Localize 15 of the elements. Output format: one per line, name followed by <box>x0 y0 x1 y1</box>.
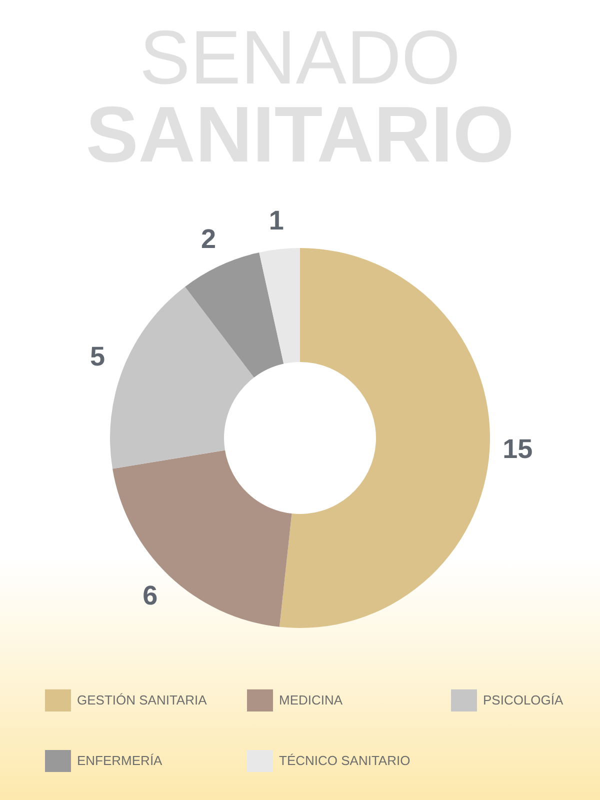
donut-slice <box>259 248 300 364</box>
legend-label: ENFERMERÍA <box>77 753 163 768</box>
data-label: 15 <box>502 434 533 464</box>
legend-label: MEDICINA <box>279 692 343 708</box>
donut-slice <box>112 450 292 627</box>
data-label: 2 <box>200 224 216 254</box>
data-label: 1 <box>268 205 284 236</box>
legend-label: GESTIÓN SANITARIA <box>77 692 208 708</box>
donut-slice <box>185 252 284 378</box>
data-label: 6 <box>142 580 158 610</box>
donut-slice <box>110 286 254 469</box>
data-label: 5 <box>90 341 105 372</box>
legend-label: PSICOLOGÍA <box>483 692 564 708</box>
donut-slice <box>279 248 490 628</box>
legend-label: TÉCNICO SANITARIO <box>279 753 410 768</box>
